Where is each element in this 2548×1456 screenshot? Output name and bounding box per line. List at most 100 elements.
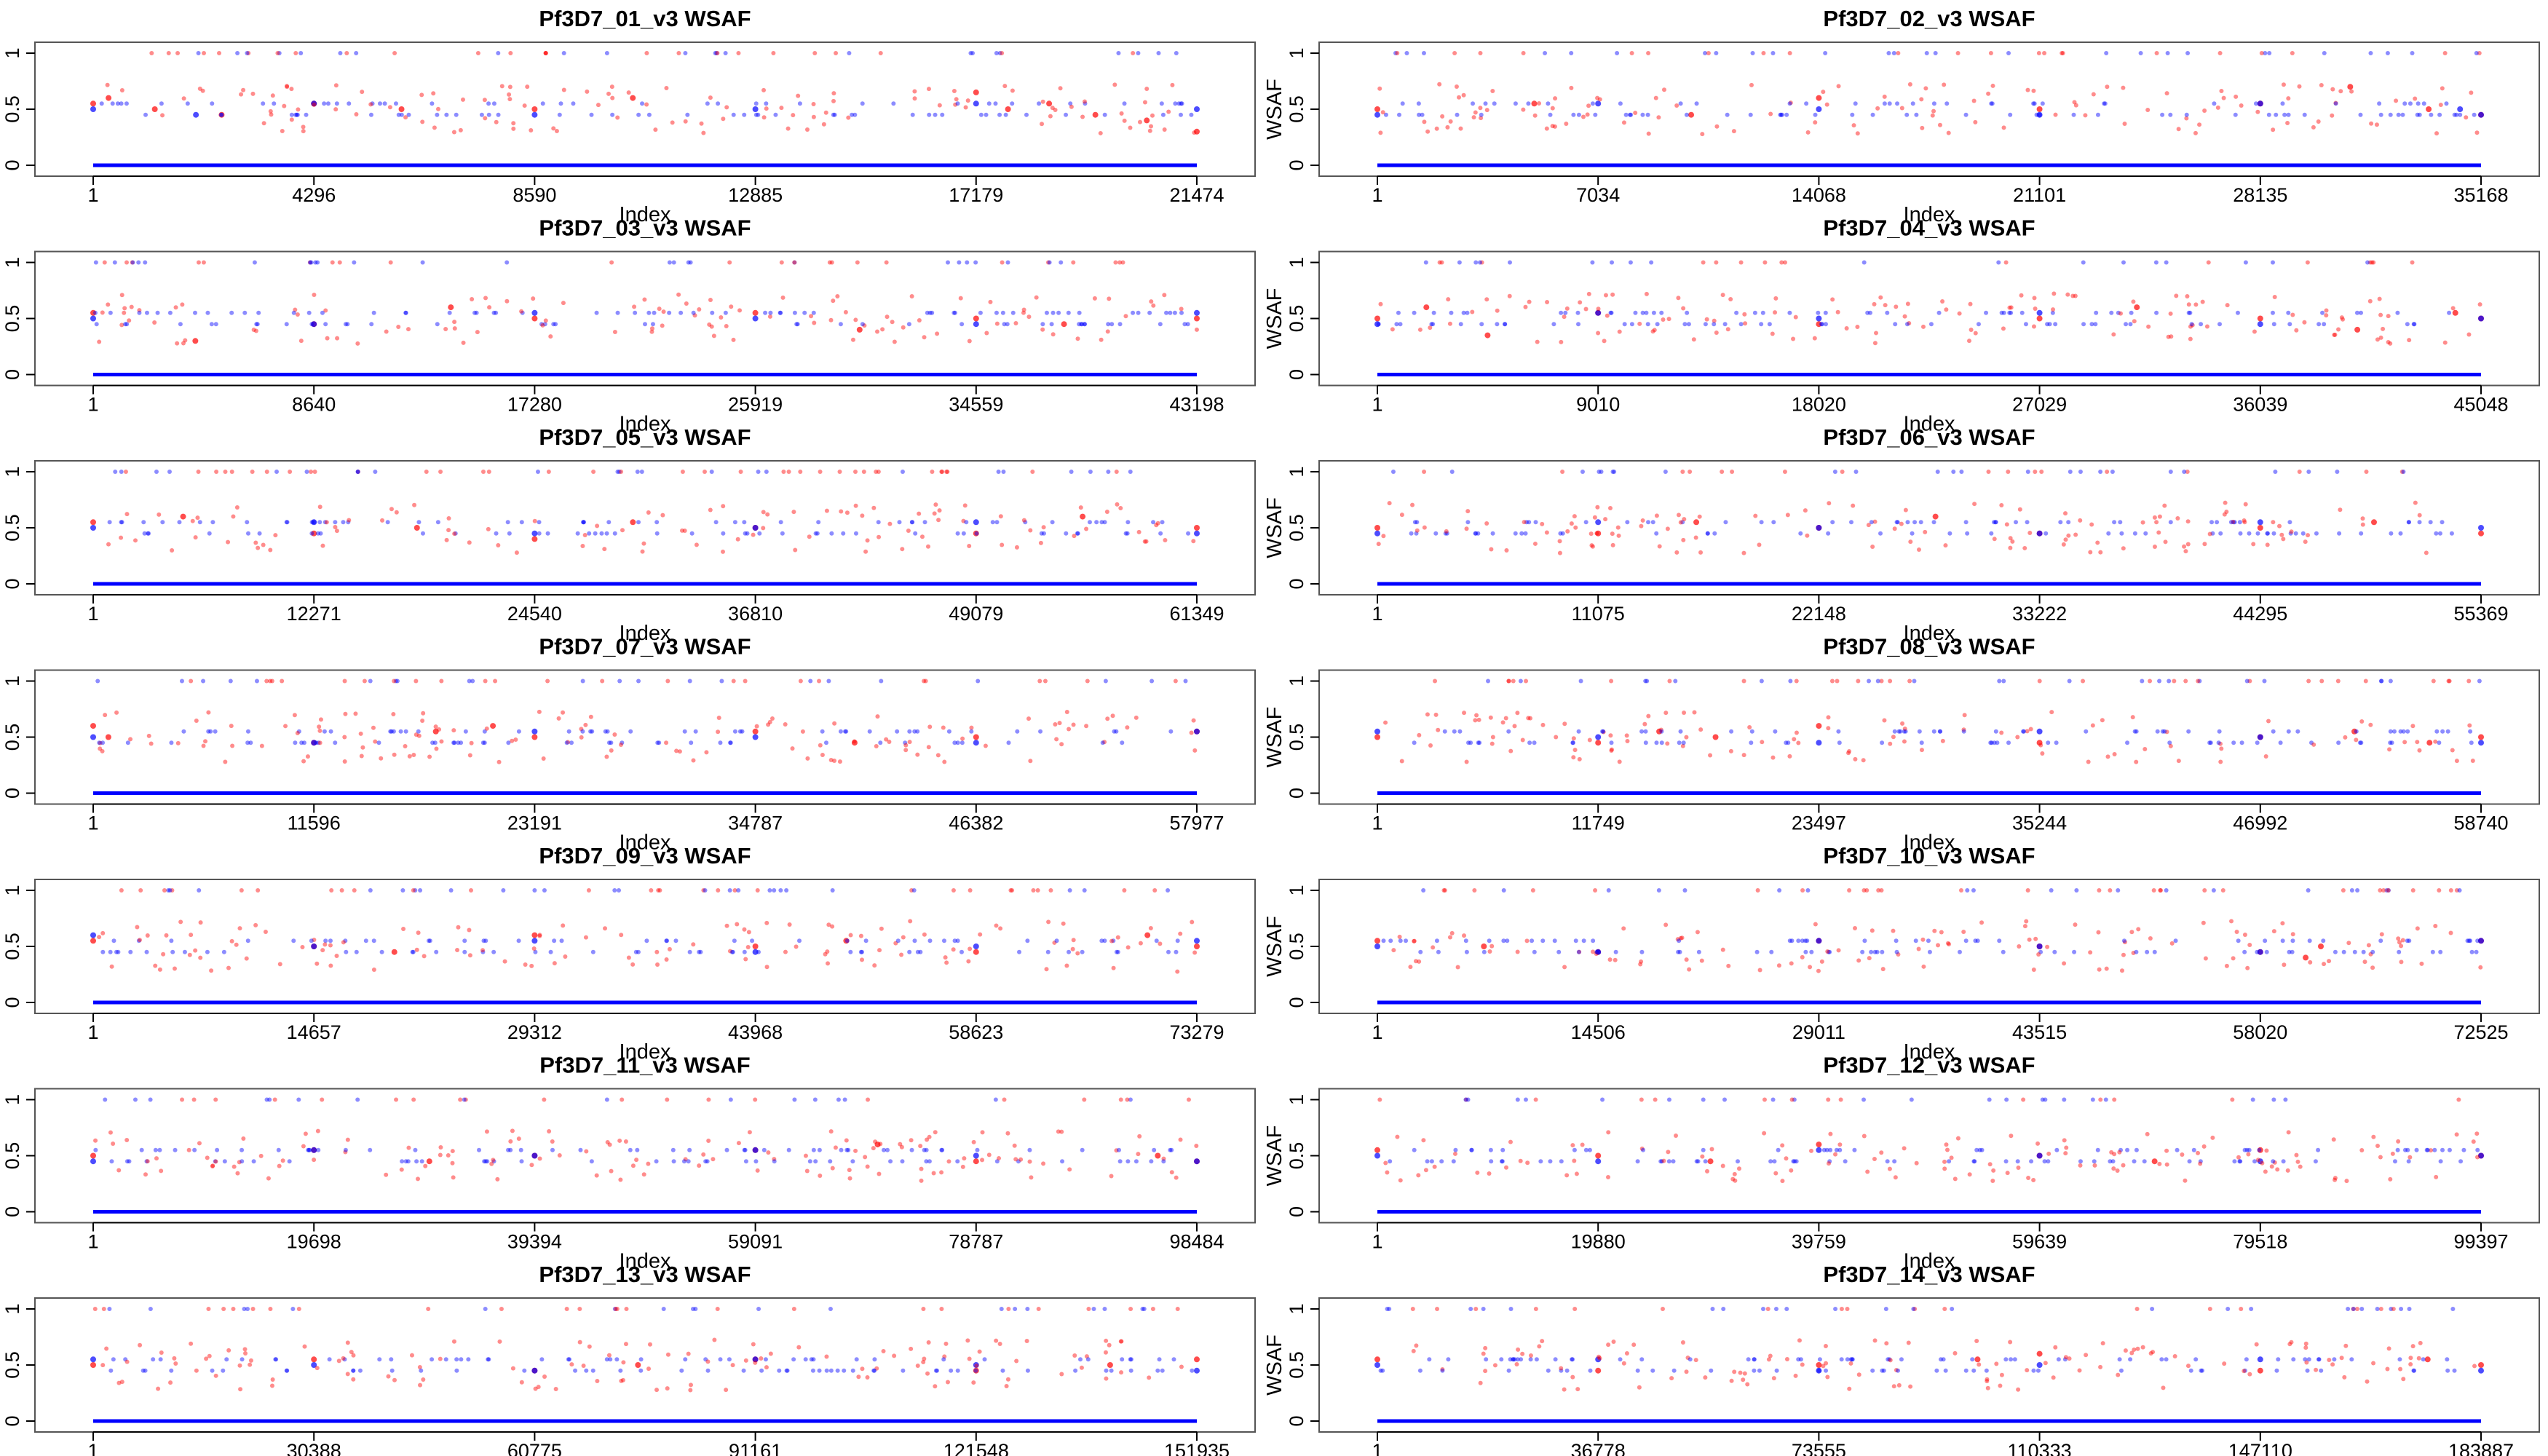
texture-dot <box>1571 755 1576 760</box>
data-point <box>311 519 317 526</box>
texture-dot <box>1659 310 1664 315</box>
texture-dot <box>1421 1138 1426 1143</box>
texture-dot <box>309 938 314 943</box>
texture-dot <box>1377 86 1382 91</box>
texture-dot <box>551 322 556 327</box>
texture-dot <box>1796 740 1801 745</box>
texture-dot <box>694 542 699 547</box>
x-tick-label: 11075 <box>1572 603 1625 625</box>
texture-dot <box>1114 729 1119 734</box>
texture-dot <box>723 51 728 55</box>
texture-dot <box>1484 297 1489 302</box>
texture-dot <box>482 729 487 734</box>
x-tick-label: 1 <box>1372 603 1382 625</box>
texture-dot <box>678 310 684 315</box>
texture-dot <box>1577 756 1582 761</box>
texture-dot <box>122 310 127 315</box>
texture-dot <box>1128 1357 1133 1362</box>
texture-dot <box>273 533 278 538</box>
texture-dot <box>1557 539 1562 544</box>
x-tick-label: 44295 <box>2233 603 2287 625</box>
texture-dot <box>1886 1357 1891 1362</box>
texture-dot <box>2151 888 2156 893</box>
texture-dot <box>327 1357 332 1362</box>
x-axis-label: Index <box>1904 622 1955 645</box>
texture-dot <box>2155 729 2160 734</box>
data-point <box>2478 1152 2484 1159</box>
texture-dot <box>423 1163 428 1168</box>
texture-dot <box>223 759 228 764</box>
texture-dot <box>719 314 724 320</box>
texture-dot <box>716 729 721 735</box>
texture-dot <box>1168 729 1174 734</box>
texture-dot <box>2339 315 2344 320</box>
data-point <box>193 111 199 118</box>
texture-dot <box>175 341 180 346</box>
texture-dot <box>1894 1367 1899 1372</box>
texture-dot <box>1867 678 1872 684</box>
texture-dot <box>1698 550 1704 555</box>
y-tick-label: 0.5 <box>1 724 23 751</box>
texture-dot <box>323 308 328 313</box>
texture-dot <box>1606 1342 1611 1348</box>
texture-dot <box>939 1307 944 1311</box>
texture-dot <box>1556 949 1562 954</box>
texture-dot <box>1120 1357 1125 1362</box>
texture-dot <box>833 1145 838 1150</box>
texture-dot <box>2193 1357 2199 1362</box>
texture-dot <box>1490 531 1495 536</box>
texture-dot <box>1474 713 1479 718</box>
texture-dot <box>2466 678 2472 684</box>
texture-dot <box>293 112 298 117</box>
texture-dot <box>884 260 889 265</box>
texture-dot <box>293 740 298 745</box>
texture-dot <box>2352 949 2357 954</box>
texture-dot <box>1870 112 1875 117</box>
texture-dot <box>288 470 293 474</box>
texture-dot <box>1696 949 1701 954</box>
texture-dot <box>1544 530 1549 535</box>
texture-dot <box>811 1147 816 1152</box>
texture-dot <box>1136 529 1142 534</box>
x-axis-label: Index <box>620 413 671 436</box>
texture-dot <box>581 520 586 525</box>
texture-dot <box>1658 1159 1663 1164</box>
texture-dot <box>2446 678 2451 684</box>
texture-dot <box>994 923 999 928</box>
texture-dot <box>1855 324 1860 329</box>
texture-dot <box>610 95 615 100</box>
texture-dot <box>967 544 972 549</box>
texture-dot <box>1881 1368 1886 1373</box>
data-point <box>1374 1152 1380 1159</box>
texture-dot <box>226 965 231 970</box>
texture-dot <box>499 84 505 89</box>
data-point <box>311 1362 317 1368</box>
texture-dot <box>1609 310 1614 315</box>
texture-dot <box>369 322 374 327</box>
texture-dot <box>2219 89 2224 94</box>
texture-dot <box>2388 1176 2393 1182</box>
texture-dot <box>1876 888 1881 893</box>
texture-dot <box>242 1347 248 1352</box>
texture-dot <box>1933 51 1938 55</box>
texture-dot <box>2102 101 2108 106</box>
texture-dot <box>2255 949 2260 954</box>
texture-dot <box>2109 310 2114 315</box>
texture-dot <box>2418 1340 2423 1345</box>
texture-dot <box>306 1147 311 1152</box>
texture-dot <box>850 112 855 117</box>
texture-dot <box>115 101 120 106</box>
texture-dot <box>1787 51 1792 55</box>
data-point <box>752 734 759 740</box>
texture-dot <box>1082 322 1087 327</box>
texture-dot <box>491 310 496 315</box>
texture-dot <box>1639 523 1644 529</box>
texture-dot <box>579 735 584 740</box>
texture-dot <box>93 260 98 265</box>
texture-dot <box>1583 520 1588 525</box>
texture-dot <box>2247 678 2252 684</box>
texture-dot <box>1061 921 1066 926</box>
texture-dot <box>206 1307 211 1311</box>
texture-dot <box>2188 310 2193 315</box>
texture-dot <box>2416 101 2421 106</box>
